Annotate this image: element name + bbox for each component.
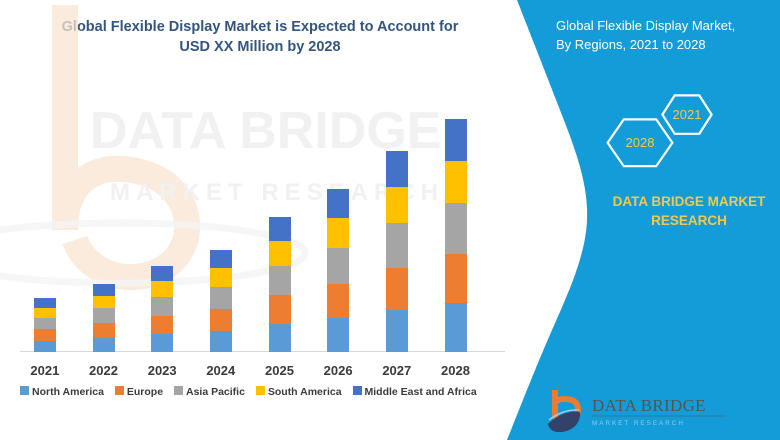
svg-text:2021: 2021 (673, 107, 702, 122)
svg-text:MARKET RESEARCH: MARKET RESEARCH (592, 420, 685, 427)
svg-text:DATA BRIDGE: DATA BRIDGE (592, 396, 706, 415)
svg-text:2028: 2028 (626, 135, 655, 150)
